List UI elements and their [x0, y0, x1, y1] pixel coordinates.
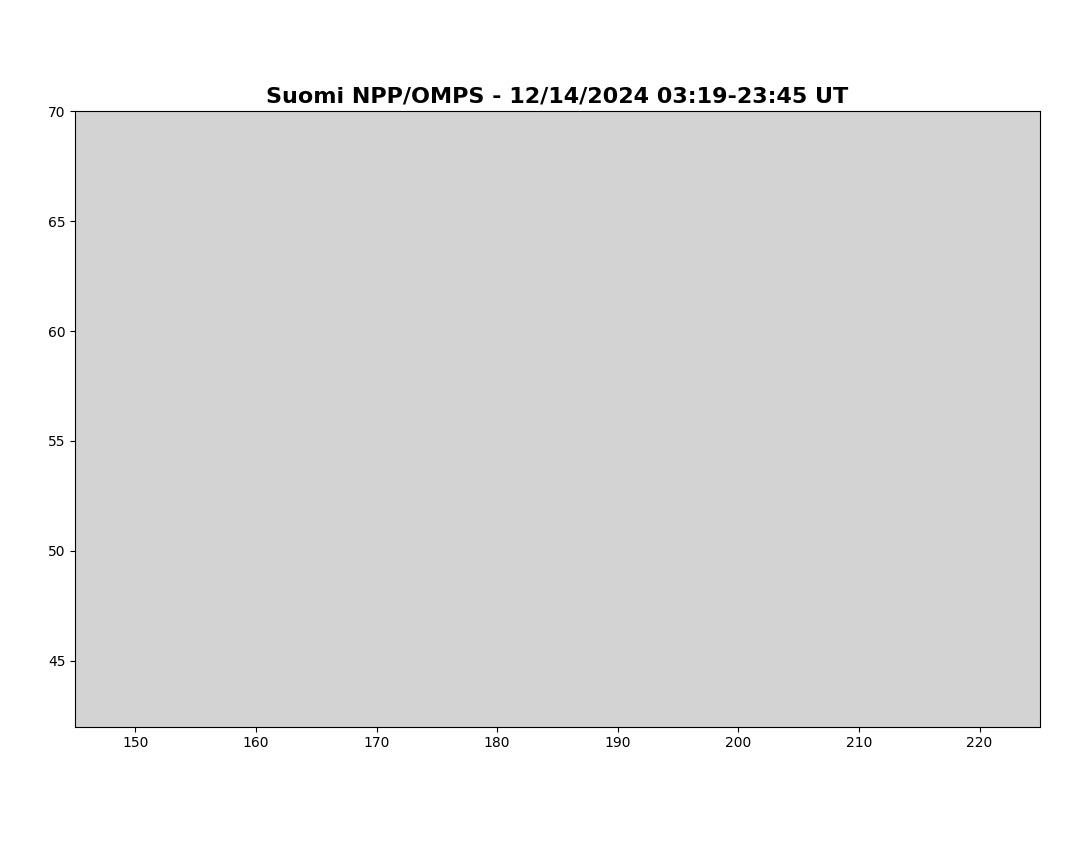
Title: Suomi NPP/OMPS - 12/14/2024 03:19-23:45 UT: Suomi NPP/OMPS - 12/14/2024 03:19-23:45 …	[266, 87, 849, 107]
